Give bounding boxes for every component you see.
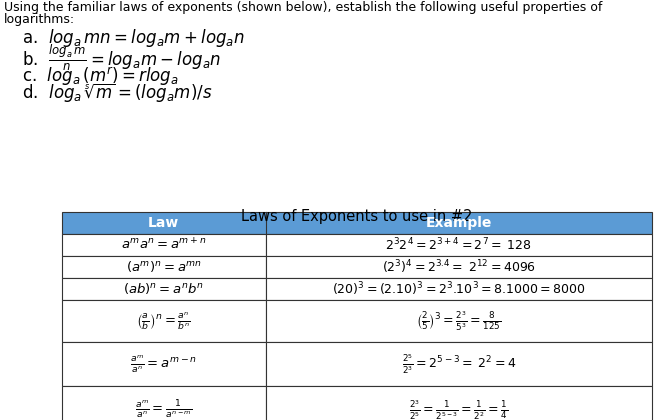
Text: $\frac{2^3}{2^5} = \frac{1}{2^{5-3}} = \frac{1}{2^2} = \frac{1}{4}$: $\frac{2^3}{2^5} = \frac{1}{2^{5-3}} = \… [409,398,508,420]
FancyBboxPatch shape [62,212,652,234]
Text: d.  $\mathit{log_a}\,\sqrt[s]{\mathit{m}} = (\mathit{log_a}\mathit{m})/s$: d. $\mathit{log_a}\,\sqrt[s]{\mathit{m}}… [22,81,212,104]
FancyBboxPatch shape [62,300,265,342]
Text: $(2^3)^4 = 2^{3.4} =\; 2^{12} = 4096$: $(2^3)^4 = 2^{3.4} =\; 2^{12} = 4096$ [382,258,536,276]
Text: $\frac{a^m}{a^n} = \frac{1}{a^{n-m}}$: $\frac{a^m}{a^n} = \frac{1}{a^{n-m}}$ [135,399,193,420]
FancyBboxPatch shape [62,386,265,420]
FancyBboxPatch shape [265,234,652,256]
FancyBboxPatch shape [62,278,265,300]
FancyBboxPatch shape [62,234,265,256]
Text: a.  $\mathit{log_a}\,\mathit{mn} = \mathit{log_a}\mathit{m} + \mathit{log_a}\mat: a. $\mathit{log_a}\,\mathit{mn} = \mathi… [22,27,245,49]
Text: $\left(\frac{2}{5}\right)^3 = \frac{2^3}{5^3} = \frac{8}{125}$: $\left(\frac{2}{5}\right)^3 = \frac{2^3}… [416,309,502,333]
Text: logarithms:: logarithms: [4,13,75,26]
Text: Laws of Exponents to use in #2: Laws of Exponents to use in #2 [241,209,473,224]
Text: Law: Law [148,216,179,230]
FancyBboxPatch shape [62,256,265,278]
Text: $\left(\frac{a}{b}\right)^n = \frac{a^n}{b^n}$: $\left(\frac{a}{b}\right)^n = \frac{a^n}… [136,310,191,332]
Text: $a^m a^n = a^{m+n}$: $a^m a^n = a^{m+n}$ [121,237,206,253]
Text: $(20)^3 = (2.10)^3 = 2^3.10^3 = 8.1000 = 8000$: $(20)^3 = (2.10)^3 = 2^3.10^3 = 8.1000 =… [332,280,586,298]
Text: Using the familiar laws of exponents (shown below), establish the following usef: Using the familiar laws of exponents (sh… [4,1,603,14]
FancyBboxPatch shape [265,386,652,420]
FancyBboxPatch shape [62,342,265,386]
Text: $\frac{2^5}{2^3} = 2^{5-3} =\; 2^2 = 4$: $\frac{2^5}{2^3} = 2^{5-3} =\; 2^2 = 4$ [402,352,516,376]
Text: b.  $\frac{\mathit{log_a}\,\mathit{m}}{\mathit{n}} = \mathit{log_a}\mathit{m} - : b. $\frac{\mathit{log_a}\,\mathit{m}}{\m… [22,44,221,73]
FancyBboxPatch shape [265,300,652,342]
FancyBboxPatch shape [265,342,652,386]
Text: $\frac{a^m}{a^n} = a^{m-n}$: $\frac{a^m}{a^n} = a^{m-n}$ [130,353,197,375]
Text: $(ab)^n = a^n b^n$: $(ab)^n = a^n b^n$ [123,281,204,297]
Text: Example: Example [426,216,492,230]
Text: c.  $\mathit{log_a}\,(\mathit{m}^r) = \mathit{rlog_a}$: c. $\mathit{log_a}\,(\mathit{m}^r) = \ma… [22,65,179,88]
Text: $2^3 2^4 = 2^{3+4} = 2^7 =\; 128$: $2^3 2^4 = 2^{3+4} = 2^7 =\; 128$ [385,237,532,253]
FancyBboxPatch shape [265,278,652,300]
FancyBboxPatch shape [265,256,652,278]
Text: $(a^m)^n = a^{mn}$: $(a^m)^n = a^{mn}$ [126,260,202,275]
